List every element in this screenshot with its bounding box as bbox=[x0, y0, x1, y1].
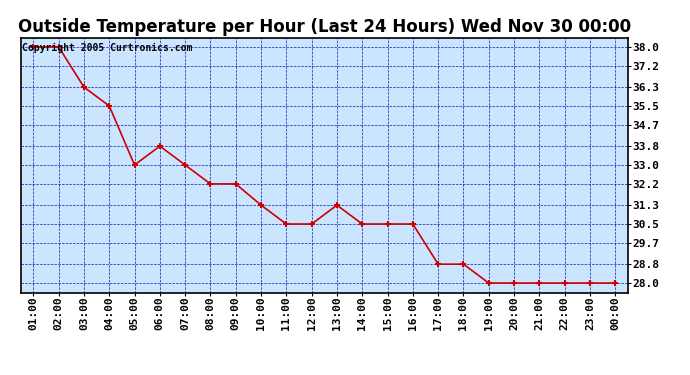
Title: Outside Temperature per Hour (Last 24 Hours) Wed Nov 30 00:00: Outside Temperature per Hour (Last 24 Ho… bbox=[18, 18, 631, 36]
Text: Copyright 2005 Curtronics.com: Copyright 2005 Curtronics.com bbox=[22, 43, 193, 52]
